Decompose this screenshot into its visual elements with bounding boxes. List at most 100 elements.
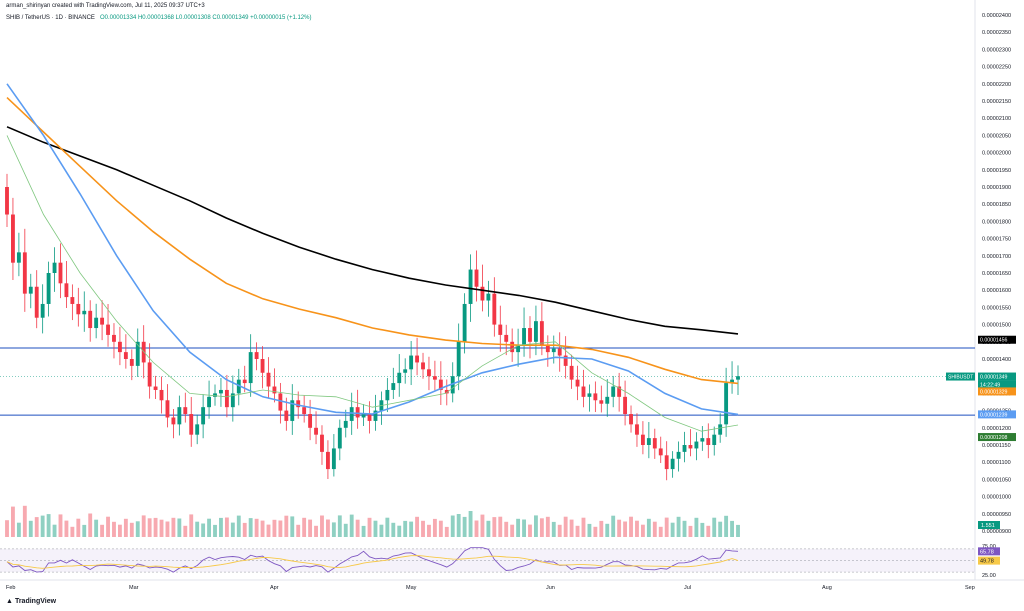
candle-body[interactable] [581,386,586,397]
candle-body[interactable] [528,328,532,342]
candle-body[interactable] [409,355,414,370]
candle-body[interactable] [236,379,241,394]
candle-body[interactable] [308,414,313,428]
candle-body[interactable] [296,400,301,408]
candle-body[interactable] [5,187,9,215]
candle-body[interactable] [736,376,740,380]
candle-body[interactable] [331,448,336,470]
candle-body[interactable] [629,414,633,425]
candle-body[interactable] [516,345,521,353]
candle-body[interactable] [272,386,277,394]
candle-body[interactable] [52,262,57,273]
candle-body[interactable] [325,451,330,470]
candle-body[interactable] [189,414,194,435]
candle-body[interactable] [694,441,699,449]
candle-body[interactable] [11,214,15,263]
candle-body[interactable] [510,341,515,353]
candle-body[interactable] [599,400,604,404]
candle-body[interactable] [58,262,63,284]
candle-body[interactable] [112,334,116,342]
candle-body[interactable] [367,414,372,421]
candle-body[interactable] [337,427,342,449]
candle-body[interactable] [522,328,526,346]
candle-body[interactable] [266,372,271,387]
candle-body[interactable] [617,386,622,397]
candle-body[interactable] [432,376,437,380]
candle-body[interactable] [623,396,628,415]
symbol-name[interactable]: SHIB / TetherUS · 1D · BINANCE [6,15,95,21]
candle-body[interactable] [551,348,556,353]
candle-body[interactable] [135,341,140,366]
candle-body[interactable] [397,372,402,384]
candle-body[interactable] [349,407,354,421]
candle-body[interactable] [724,383,729,425]
candle-body[interactable] [545,345,550,353]
candle-body[interactable] [320,434,324,452]
candle-body[interactable] [278,393,283,411]
candle-body[interactable] [248,352,253,384]
candle-body[interactable] [230,393,235,408]
candle-body[interactable] [456,341,461,377]
candle-body[interactable] [421,362,425,370]
candle-body[interactable] [403,369,408,373]
candle-body[interactable] [605,396,610,404]
candle-body[interactable] [635,424,639,435]
candle-body[interactable] [213,393,217,397]
candle-body[interactable] [427,369,431,377]
candle-body[interactable] [391,383,396,390]
candle-body[interactable] [70,297,75,304]
candle-body[interactable] [450,376,455,394]
candle-body[interactable] [254,352,259,359]
candle-body[interactable] [730,379,734,384]
candle-body[interactable] [385,389,390,401]
candle-body[interactable] [314,427,318,435]
candle-body[interactable] [498,324,503,335]
candle-body[interactable] [575,379,580,387]
candle-body[interactable] [219,389,223,394]
candle-body[interactable] [534,321,538,342]
candle-body[interactable] [438,379,443,390]
candle-body[interactable] [343,420,348,428]
candle-body[interactable] [474,269,479,287]
candle-body[interactable] [587,393,592,397]
candle-body[interactable] [284,410,289,421]
candle-body[interactable] [361,414,366,418]
candle-body[interactable] [171,417,176,425]
candle-body[interactable] [34,286,39,318]
candle-body[interactable] [64,283,69,298]
candle-body[interactable] [183,407,188,415]
candle-body[interactable] [688,445,693,449]
candle-body[interactable] [415,355,420,363]
candle-body[interactable] [468,269,473,304]
candle-body[interactable] [646,438,651,445]
candle-body[interactable] [224,389,229,408]
candle-body[interactable] [177,407,182,425]
candle-body[interactable] [82,310,87,315]
candle-body[interactable] [46,273,51,304]
candle-body[interactable] [242,379,247,384]
candle-body[interactable] [611,386,616,397]
candle-body[interactable] [593,393,598,401]
candle-body[interactable] [480,286,485,301]
candle-body[interactable] [302,407,307,415]
candle-body[interactable] [486,293,491,301]
candle-body[interactable] [676,451,681,459]
candle-body[interactable] [670,458,675,470]
candle-body[interactable] [652,438,657,449]
candle-body[interactable] [147,362,152,387]
candle-body[interactable] [658,448,663,456]
candle-body[interactable] [88,310,93,329]
candle-body[interactable] [462,303,467,342]
candle-body[interactable] [700,438,705,442]
candle-body[interactable] [117,341,122,353]
candle-body[interactable] [504,334,509,342]
candle-body[interactable] [123,352,128,359]
candle-body[interactable] [165,400,170,418]
candle-body[interactable] [290,400,295,421]
candle-body[interactable] [76,303,81,315]
candle-body[interactable] [444,389,449,394]
candle-body[interactable] [40,303,45,318]
candle-body[interactable] [22,252,27,294]
candle-body[interactable] [706,438,711,445]
